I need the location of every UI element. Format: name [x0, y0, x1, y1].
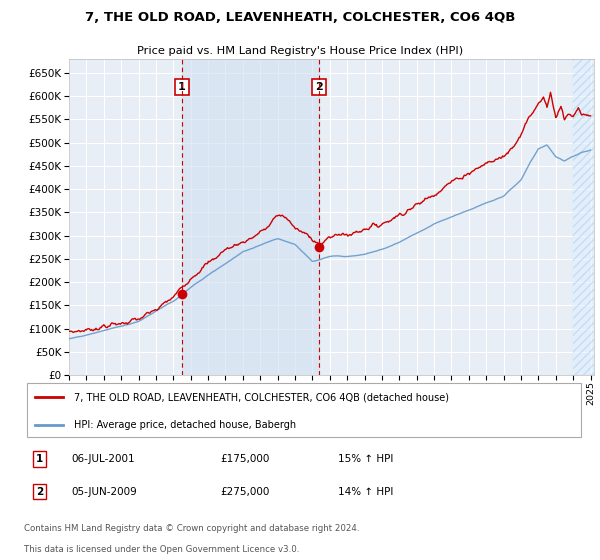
Text: 14% ↑ HPI: 14% ↑ HPI	[338, 487, 394, 497]
Text: 1: 1	[178, 82, 186, 92]
Text: Price paid vs. HM Land Registry's House Price Index (HPI): Price paid vs. HM Land Registry's House …	[137, 46, 463, 56]
Text: 06-JUL-2001: 06-JUL-2001	[71, 454, 136, 464]
Text: £275,000: £275,000	[220, 487, 270, 497]
Text: 2: 2	[36, 487, 43, 497]
Text: Contains HM Land Registry data © Crown copyright and database right 2024.: Contains HM Land Registry data © Crown c…	[24, 524, 359, 533]
Bar	[182, 59, 319, 375]
Text: 1: 1	[36, 454, 43, 464]
Text: 7, THE OLD ROAD, LEAVENHEATH, COLCHESTER, CO6 4QB (detached house): 7, THE OLD ROAD, LEAVENHEATH, COLCHESTER…	[74, 392, 449, 402]
Bar	[573, 59, 600, 375]
Text: This data is licensed under the Open Government Licence v3.0.: This data is licensed under the Open Gov…	[24, 545, 299, 554]
Text: 7, THE OLD ROAD, LEAVENHEATH, COLCHESTER, CO6 4QB: 7, THE OLD ROAD, LEAVENHEATH, COLCHESTER…	[85, 11, 515, 24]
Text: 2: 2	[316, 82, 323, 92]
Text: £175,000: £175,000	[220, 454, 270, 464]
Text: HPI: Average price, detached house, Babergh: HPI: Average price, detached house, Babe…	[74, 420, 296, 430]
Text: 05-JUN-2009: 05-JUN-2009	[71, 487, 137, 497]
Text: 15% ↑ HPI: 15% ↑ HPI	[338, 454, 394, 464]
FancyBboxPatch shape	[27, 383, 581, 437]
